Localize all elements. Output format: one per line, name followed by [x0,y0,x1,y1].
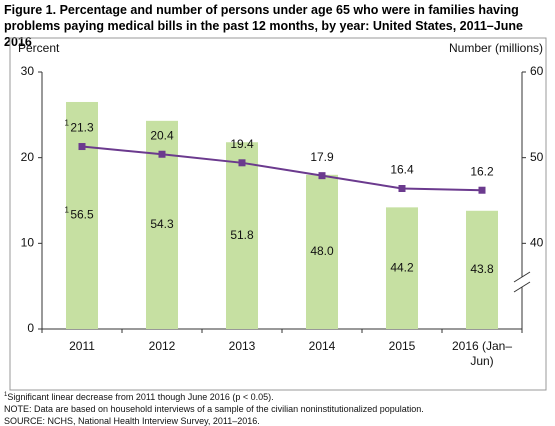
bar-value-label: 56.5 [70,208,94,222]
line-value-label: 16.4 [390,163,414,177]
line-value-label: 17.9 [310,150,334,164]
footnote-text: Significant linear decrease from 2011 th… [7,392,274,402]
line-marker [238,159,246,167]
footnote: 1Significant linear decrease from 2011 t… [4,392,274,402]
y-tick-label: 30 [21,64,35,78]
line [81,145,483,192]
y2-tick-label: 60 [530,64,544,78]
x-tick-label: 2012 [148,339,176,353]
x-tick-label: 2015 [388,339,416,353]
x-tick-label: 2011 [69,339,95,353]
axis-break [513,271,531,283]
y2-tick-label: 40 [530,236,544,250]
footnote-marker: 1 [65,206,70,215]
axis-break-gap [512,277,532,287]
footnote: NOTE: Data are based on household interv… [4,404,424,414]
footnote-text: NOTE: Data are based on household interv… [4,404,424,414]
chart-title: Figure 1. Percentage and number of perso… [4,3,523,49]
y-axis-title: Percent [18,41,60,55]
line-marker [478,186,486,194]
bar-value-label: 51.8 [230,228,254,242]
line-value-label: 19.4 [230,137,254,151]
bar [66,101,98,329]
footnote-marker: 1 [65,119,70,128]
y-tick-label: 20 [21,150,35,164]
y2-axis-title: Number (millions) [449,41,543,55]
x-tick-label: 2014 [308,339,336,353]
line-marker [158,150,166,158]
line-value-label: 20.4 [150,128,174,142]
line-marker [398,185,406,193]
bar-value-label: 54.3 [150,217,174,231]
bar-value-label: 44.2 [390,260,414,274]
bar [386,207,418,329]
bar [226,142,258,329]
chart-frame [9,37,547,391]
footnote-marker: 1 [4,392,8,398]
line-marker [78,143,86,151]
bar-value-label: 43.8 [470,262,494,276]
axis-break [513,281,531,293]
footnote: SOURCE: NCHS, National Health Interview … [4,416,260,426]
bar [466,210,498,329]
x-tick-label: 2013 [228,339,256,353]
line-value-label: 16.2 [470,164,494,178]
y-tick-label: 10 [21,236,35,250]
line-marker [318,172,326,180]
bar-value-label: 48.0 [310,244,334,258]
y-tick-label: 0 [27,321,34,335]
y2-tick-label: 50 [530,150,544,164]
bar [306,174,338,329]
line-value-label: 21.3 [70,121,94,135]
x-tick-label: 2016 (Jan–Jun) [451,339,513,368]
footnote-text: SOURCE: NCHS, National Health Interview … [4,416,260,426]
